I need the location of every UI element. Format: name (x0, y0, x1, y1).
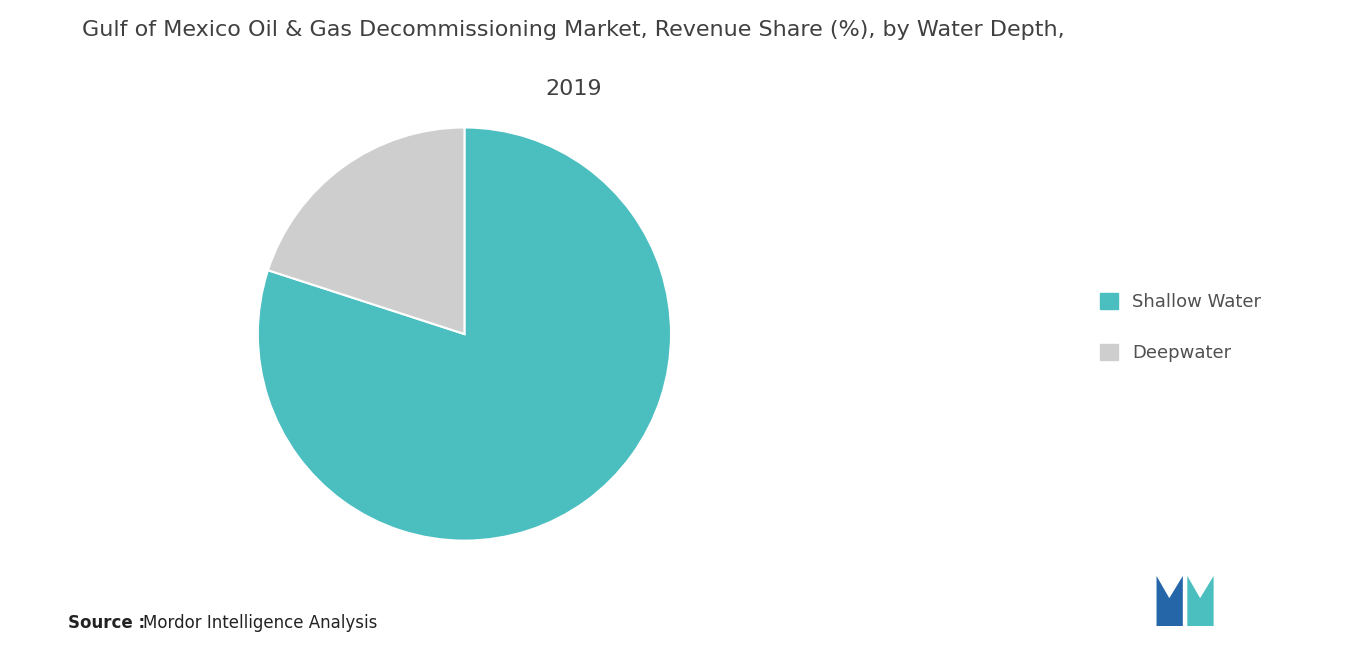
Wedge shape (268, 128, 464, 334)
Polygon shape (1187, 576, 1213, 626)
Text: 2019: 2019 (545, 79, 602, 99)
Text: Source :: Source : (68, 614, 145, 632)
Legend: Shallow Water, Deepwater: Shallow Water, Deepwater (1100, 293, 1261, 362)
Text: Gulf of Mexico Oil & Gas Decommissioning Market, Revenue Share (%), by Water Dep: Gulf of Mexico Oil & Gas Decommissioning… (82, 20, 1065, 40)
Wedge shape (258, 128, 671, 540)
Polygon shape (1157, 576, 1183, 626)
Text: Mordor Intelligence Analysis: Mordor Intelligence Analysis (143, 614, 378, 632)
